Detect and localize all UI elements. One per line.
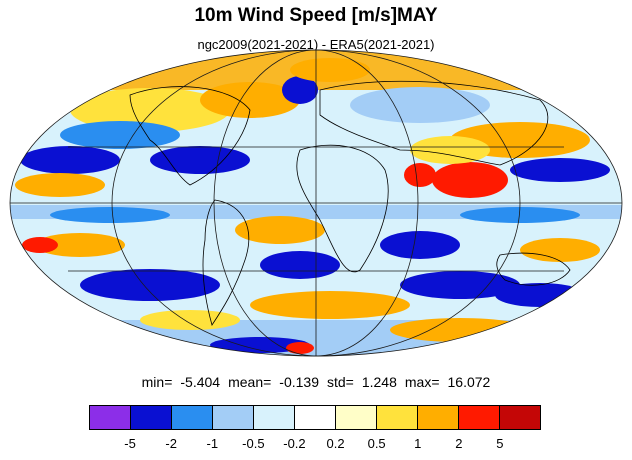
graticule bbox=[9, 49, 623, 357]
min-value: -5.404 bbox=[180, 374, 221, 390]
colorbar-tick-label: 0.2 bbox=[326, 436, 345, 451]
colorbar-box bbox=[336, 406, 377, 429]
plot-title: 10m Wind Speed [m/s]MAY bbox=[194, 5, 438, 26]
colorbar bbox=[89, 405, 541, 430]
colorbar-tick-label: -0.2 bbox=[283, 436, 306, 451]
plot-subtitle: ngc2009(2021-2021) - ERA5(2021-2021) bbox=[197, 37, 435, 52]
colorbar-tick-label: -2 bbox=[165, 436, 177, 451]
max-value: 16.072 bbox=[447, 374, 491, 390]
std-value: 1.248 bbox=[361, 374, 397, 390]
colorbar-tick-label: -0.5 bbox=[242, 436, 265, 451]
statistics-line: min= -5.404 mean= -0.139 std= 1.248 max= 16.072 bbox=[0, 374, 632, 390]
colorbar-tick-label: 1 bbox=[414, 436, 422, 451]
mean-label: mean= bbox=[228, 374, 272, 390]
colorbar-box bbox=[172, 406, 213, 429]
colorbar-tick-label: 2 bbox=[455, 436, 463, 451]
colorbar-tick-label: -5 bbox=[124, 436, 136, 451]
mean-value: -0.139 bbox=[279, 374, 319, 390]
colorbar-tick-label: 5 bbox=[496, 436, 504, 451]
min-label: min= bbox=[141, 374, 173, 390]
colorbar-tick-label: 0.5 bbox=[367, 436, 386, 451]
colorbar-box bbox=[459, 406, 500, 429]
colorbar-box bbox=[500, 406, 540, 429]
colorbar-box bbox=[213, 406, 254, 429]
std-label: std= bbox=[326, 374, 354, 390]
colorbar-box bbox=[131, 406, 172, 429]
colorbar-box bbox=[295, 406, 336, 429]
max-label: max= bbox=[404, 374, 440, 390]
colorbar-box bbox=[418, 406, 459, 429]
colorbar-labels: -5 -2 -1 -0.5 -0.2 0.2 0.5 1 2 5 bbox=[0, 436, 632, 456]
colorbar-tick-label: -1 bbox=[206, 436, 219, 451]
colorbar-box bbox=[90, 406, 131, 429]
colorbar-box bbox=[254, 406, 295, 429]
colorbar-box bbox=[377, 406, 418, 429]
